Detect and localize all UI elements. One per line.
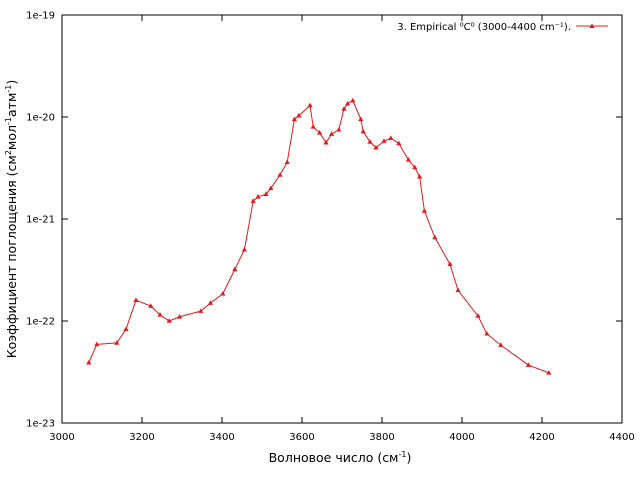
data-point xyxy=(412,164,418,170)
series-layer xyxy=(86,97,552,375)
x-tick-label: 4000 xyxy=(449,432,474,443)
y-tick-label: 1e-19 xyxy=(26,11,55,22)
y-tick-label: 1e-21 xyxy=(26,215,55,226)
data-point xyxy=(373,144,379,150)
y-axis-title-sup3: -1 xyxy=(4,85,13,93)
data-point xyxy=(241,246,247,252)
data-point xyxy=(284,159,290,165)
data-point xyxy=(94,341,100,347)
data-point xyxy=(396,140,402,146)
data-point xyxy=(381,138,387,143)
data-point xyxy=(220,290,226,296)
data-point xyxy=(166,318,172,323)
x-axis-title-end: ) xyxy=(406,450,411,465)
x-tick-label: 3000 xyxy=(49,432,74,443)
x-axis-title-sup: -1 xyxy=(399,450,407,459)
data-point xyxy=(263,191,269,197)
data-point xyxy=(198,308,204,313)
data-point xyxy=(133,297,139,302)
y-tick-label: 1e-22 xyxy=(26,317,55,328)
data-point xyxy=(157,312,163,317)
data-point xyxy=(405,157,411,162)
y-axis-title-sup1: 2 xyxy=(4,150,13,155)
x-tick-label: 4200 xyxy=(529,432,554,443)
x-tick-label: 3200 xyxy=(129,432,154,443)
data-point xyxy=(475,313,481,318)
y-axis-title-sup2: -1 xyxy=(4,117,13,125)
data-point xyxy=(86,359,92,365)
y-axis-title-mid: мол xyxy=(4,125,19,150)
data-point xyxy=(360,128,366,134)
legend-label: 3. Empirical ⁰C⁰ (3000-4400 cm⁻¹). xyxy=(397,22,571,33)
data-point xyxy=(455,287,461,293)
y-axis-title-text: Коэффициент поглощения (см xyxy=(4,155,19,358)
y-tick-label: 1e-23 xyxy=(26,419,55,430)
data-point xyxy=(367,139,373,144)
data-point xyxy=(296,112,302,118)
data-point xyxy=(232,266,238,272)
data-point xyxy=(345,100,351,106)
x-tick-label: 3800 xyxy=(369,432,394,443)
data-point xyxy=(123,326,129,332)
y-axis-title-mid2: атм xyxy=(4,93,19,117)
data-point xyxy=(498,342,504,347)
data-point xyxy=(307,102,313,108)
y-tick-label: 1e-20 xyxy=(26,113,55,124)
series-line xyxy=(88,99,549,374)
data-point xyxy=(341,106,347,111)
data-point xyxy=(546,370,552,375)
data-point xyxy=(525,362,531,367)
data-point xyxy=(250,198,256,203)
data-point xyxy=(255,194,261,199)
data-point xyxy=(277,172,283,177)
data-point xyxy=(207,300,213,305)
data-point xyxy=(421,208,427,213)
data-point xyxy=(317,130,323,135)
data-point xyxy=(388,135,394,140)
legend-label-text: 3. Empirical ⁰C⁰ (3000-4400 cm⁻¹). xyxy=(397,22,571,33)
x-tick-label: 4400 xyxy=(609,432,634,443)
data-point xyxy=(432,234,438,240)
data-point xyxy=(148,303,154,308)
legend: 3. Empirical ⁰C⁰ (3000-4400 cm⁻¹). xyxy=(397,22,608,33)
data-point xyxy=(268,185,274,191)
data-point xyxy=(350,97,356,103)
data-point xyxy=(114,340,120,345)
data-point xyxy=(417,173,423,179)
data-point xyxy=(291,116,297,122)
y-axis-title-end: ) xyxy=(4,80,19,85)
data-point xyxy=(310,124,316,129)
x-axis-title: Волновое число (см-1) xyxy=(269,450,412,465)
data-point xyxy=(447,261,453,267)
x-tick-label: 3600 xyxy=(289,432,314,443)
plot-frame xyxy=(61,14,623,424)
y-axis-title: Коэффициент поглощения (см2мол-1атм-1) xyxy=(4,80,19,359)
data-point xyxy=(323,139,329,145)
x-axis-ticks: 3000 3200 3400 3600 3800 4000 4200 4400 xyxy=(49,15,635,443)
data-point xyxy=(358,116,364,122)
data-point xyxy=(329,131,335,136)
x-axis-title-text: Волновое число (см xyxy=(269,450,399,465)
data-point xyxy=(484,330,490,336)
data-point xyxy=(177,313,183,319)
x-tick-label: 3400 xyxy=(209,432,234,443)
legend-marker xyxy=(589,23,595,28)
data-point xyxy=(336,126,342,132)
